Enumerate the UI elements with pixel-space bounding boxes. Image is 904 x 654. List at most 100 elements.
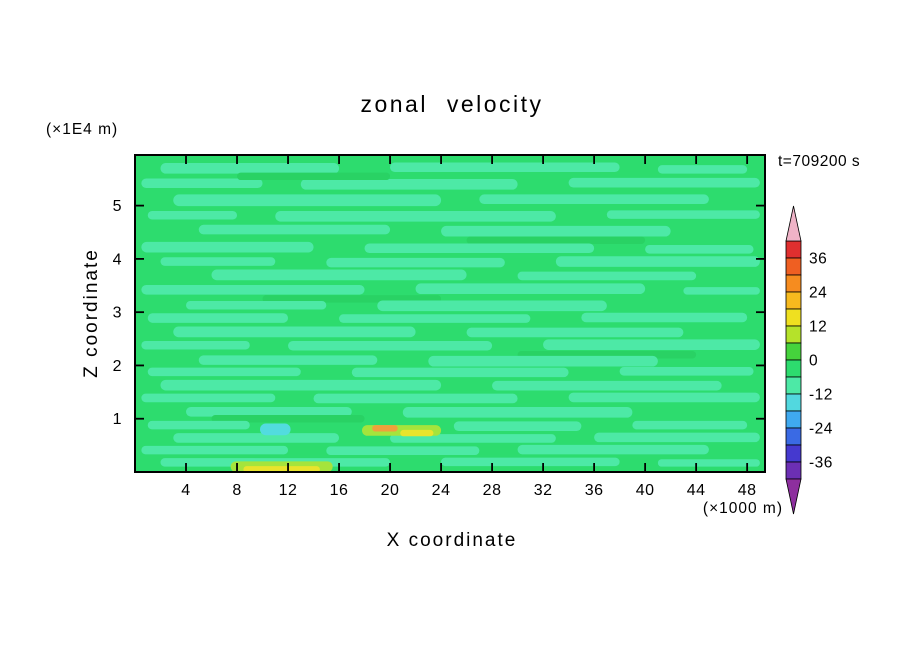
contour-streak xyxy=(441,457,620,467)
contour-field xyxy=(135,155,765,472)
contour-streak xyxy=(288,340,493,351)
contour-streak xyxy=(160,257,276,266)
contour-streak xyxy=(479,194,709,205)
colorbar-label: 12 xyxy=(809,319,827,336)
colorbar-segment xyxy=(785,257,802,276)
x-tick-label: 44 xyxy=(687,482,706,499)
colorbar-segment xyxy=(785,427,802,446)
contour-streak xyxy=(555,256,760,267)
contour-streak xyxy=(466,327,684,338)
colorbar-segment xyxy=(785,444,802,463)
contour-streak xyxy=(683,287,760,295)
contour-streak xyxy=(517,444,709,455)
contour-streak xyxy=(259,423,291,436)
colorbar-segment xyxy=(785,461,802,480)
contour-streak xyxy=(415,283,646,295)
colorbar-segment xyxy=(785,240,802,259)
contour-streak xyxy=(402,407,633,418)
colorbar-label: -24 xyxy=(809,420,833,437)
colorbar-label: 24 xyxy=(809,285,827,302)
z-tick-label: 3 xyxy=(113,305,122,322)
contour-streak xyxy=(453,421,582,431)
contour-streak xyxy=(147,313,289,323)
contour-streak xyxy=(313,393,518,404)
plot-title: zonal velocity xyxy=(360,91,543,117)
x-tick-label: 40 xyxy=(636,482,655,499)
contour-streak xyxy=(568,392,760,403)
x-tick-label: 12 xyxy=(279,482,298,499)
contour-streak xyxy=(147,367,301,377)
contour-streak xyxy=(141,393,276,403)
z-axis-label: Z coordinate xyxy=(81,248,102,378)
contour-streak xyxy=(160,379,442,391)
contour-streak xyxy=(441,225,671,237)
contour-streak xyxy=(186,300,327,310)
contour-streak xyxy=(492,380,722,391)
x-axis-unit: (×1000 m) xyxy=(703,500,783,517)
colorbar-arrow-top xyxy=(785,205,802,242)
colorbar-segment xyxy=(785,291,802,310)
contour-streak xyxy=(211,414,365,423)
colorbar-segment xyxy=(785,308,802,327)
contour-streak xyxy=(543,339,760,350)
contour-streak xyxy=(147,420,250,430)
contour-streak xyxy=(173,194,442,207)
colorbar-label: 0 xyxy=(809,353,818,370)
x-tick-label: 4 xyxy=(181,482,190,499)
colorbar-segment xyxy=(785,376,802,395)
x-tick-label: 16 xyxy=(330,482,349,499)
contour-streak xyxy=(568,177,760,188)
colorbar-arrow-bottom xyxy=(785,478,802,515)
plot-frame xyxy=(134,154,766,473)
contour-streak xyxy=(141,284,365,295)
colorbar-segment xyxy=(785,342,802,361)
contour-streak xyxy=(198,355,378,365)
contour-streak xyxy=(619,367,754,376)
contour-streak xyxy=(372,425,398,432)
contour-streak xyxy=(606,210,760,219)
contour-streak xyxy=(428,355,658,367)
contour-streak xyxy=(173,326,416,338)
x-tick-label: 36 xyxy=(585,482,604,499)
contour-streak xyxy=(339,314,531,323)
x-tick-label: 32 xyxy=(534,482,553,499)
contour-streak xyxy=(160,162,340,174)
x-tick-label: 28 xyxy=(483,482,502,499)
contour-streak xyxy=(377,300,607,312)
contour-streak xyxy=(275,210,556,222)
colorbar-segment xyxy=(785,325,802,344)
colorbar-segment xyxy=(785,393,802,412)
colorbar-segment xyxy=(785,274,802,293)
contour-streak xyxy=(198,224,391,235)
colorbar-label: 36 xyxy=(809,251,827,268)
contour-streak xyxy=(351,367,569,378)
x-axis-label: X coordinate xyxy=(387,530,518,551)
contour-streak xyxy=(211,269,467,281)
contour-streak xyxy=(300,178,518,190)
contour-streak xyxy=(517,271,697,281)
colorbar: 36 24 12 0 -12 -24 -36 xyxy=(785,205,833,515)
contour-streak xyxy=(400,429,434,437)
contour-streak xyxy=(581,312,748,323)
contour-streak xyxy=(645,245,754,254)
contour-streak xyxy=(243,466,320,472)
colorbar-segment xyxy=(785,410,802,429)
contour-streak xyxy=(594,432,760,443)
contour-streak xyxy=(186,407,352,417)
chart-layer: 4 8 12 16 20 24 28 32 36 40 44 48123453624120-12-24… xyxy=(113,154,833,515)
z-tick-label: 4 xyxy=(113,251,122,268)
colorbar-label: -36 xyxy=(809,454,833,471)
z-tick-label: 2 xyxy=(113,358,122,375)
x-tick-label: 48 xyxy=(738,482,757,499)
contour-streak xyxy=(237,172,391,181)
contour-streak xyxy=(141,178,263,189)
contour-streak xyxy=(657,165,748,174)
colorbar-label: -12 xyxy=(809,386,833,403)
z-tick-label: 1 xyxy=(113,411,122,428)
contour-streak xyxy=(466,236,646,244)
contour-streak xyxy=(326,257,505,268)
z-tick-label: 5 xyxy=(113,198,122,215)
contour-streak xyxy=(657,459,760,467)
contour-streak xyxy=(390,162,620,173)
